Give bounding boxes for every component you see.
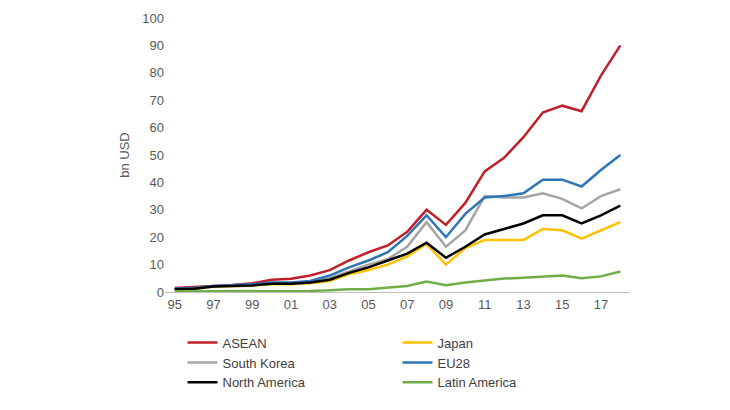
svg-text:Latin America: Latin America — [438, 375, 518, 390]
svg-text:20: 20 — [150, 230, 164, 245]
svg-text:South Korea: South Korea — [223, 356, 296, 371]
svg-text:05: 05 — [361, 297, 375, 312]
svg-text:97: 97 — [206, 297, 220, 312]
svg-text:ASEAN: ASEAN — [223, 336, 267, 351]
svg-text:10: 10 — [150, 257, 164, 272]
svg-text:70: 70 — [150, 93, 164, 108]
svg-text:80: 80 — [150, 65, 164, 80]
svg-text:40: 40 — [150, 175, 164, 190]
svg-text:60: 60 — [150, 120, 164, 135]
svg-text:0: 0 — [157, 285, 164, 300]
svg-text:90: 90 — [150, 38, 164, 53]
svg-text:11: 11 — [478, 297, 492, 312]
svg-text:07: 07 — [400, 297, 414, 312]
svg-text:Japan: Japan — [438, 336, 473, 351]
svg-text:95: 95 — [167, 297, 181, 312]
svg-text:North America: North America — [223, 375, 306, 390]
svg-text:01: 01 — [284, 297, 298, 312]
svg-text:13: 13 — [516, 297, 530, 312]
svg-text:100: 100 — [142, 11, 164, 26]
svg-text:09: 09 — [439, 297, 453, 312]
svg-text:bn USD: bn USD — [117, 132, 132, 178]
svg-text:17: 17 — [594, 297, 608, 312]
svg-text:EU28: EU28 — [438, 356, 471, 371]
svg-text:03: 03 — [322, 297, 336, 312]
svg-text:50: 50 — [150, 148, 164, 163]
svg-text:99: 99 — [245, 297, 259, 312]
svg-text:30: 30 — [150, 202, 164, 217]
svg-text:15: 15 — [555, 297, 569, 312]
